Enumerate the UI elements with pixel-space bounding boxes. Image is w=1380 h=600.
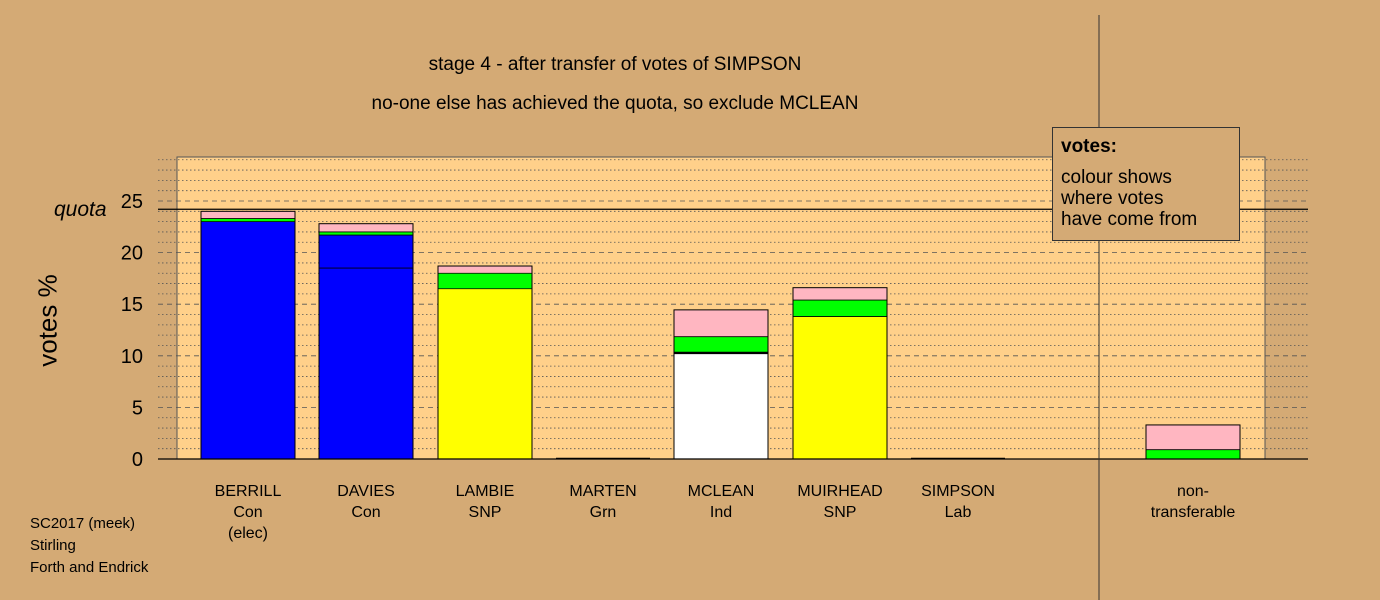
footer: SC2017 (meek) Stirling Forth and Endrick [30,513,148,579]
footer-line: Stirling [30,537,76,554]
y-axis-label: votes % [32,274,63,367]
legend-line: have come from [1061,209,1198,230]
candidate-label: MCLEAN Ind [661,481,781,523]
y-tick-label: 0 [132,449,143,471]
y-tick-label: 25 [121,191,143,213]
y-tick-label: 15 [121,294,143,316]
candidate-label-line: MARTEN [569,483,637,500]
candidate-label-line: BERRILL [214,483,282,500]
bar-segment [438,266,532,274]
bar-segment [793,287,887,301]
chart-subtitle: no-one else has achieved the quota, so e… [371,93,859,114]
candidate-label: MARTEN Grn [543,481,663,523]
footer-line: Forth and Endrick [30,559,149,576]
bar-segment [201,211,295,219]
legend-box: votes: colour shows where votes have com… [1052,127,1240,241]
bar-segment [674,353,768,459]
candidate-label-line: Ind [709,504,733,521]
candidate-label-line: MUIRHEAD [797,483,883,500]
candidate-label-line: Grn [589,504,617,521]
bar-segment [438,288,532,459]
y-tick-label: 20 [121,243,143,265]
chart-title: stage 4 - after transfer of votes of SIM… [428,54,802,75]
candidate-label: LAMBIE SNP [425,481,545,523]
bar-segment [674,352,768,354]
candidate-label: SIMPSON Lab [898,481,1018,523]
candidate-label: BERRILL Con (elec) [188,481,308,544]
candidate-label-line: SNP [468,504,502,521]
bar-segment [201,218,295,222]
bars-group [200,210,1241,460]
legend-line: where votes [1061,188,1164,209]
bar-segment [793,316,887,459]
bar-segment [319,268,413,459]
bar-segment [438,273,532,289]
bar-segment [674,309,768,337]
quota-label: quota [54,198,107,221]
candidate-label-line: LAMBIE [455,483,515,500]
legend-title: votes: [1061,136,1117,157]
candidate-label-line: Con [233,504,263,521]
y-tick-label: 5 [132,397,143,419]
candidate-label-line: transferable [1150,504,1236,521]
candidate-label-line: Lab [944,504,972,521]
candidate-label: MUIRHEAD SNP [780,481,900,523]
bar-segment [793,300,887,317]
candidate-label-line: (elec) [227,525,268,542]
bar-segment [319,231,413,236]
y-tick-label: 10 [121,346,143,368]
bar-segment [319,223,413,232]
bar-segment [1146,449,1240,459]
candidate-label: non-transferable [1133,481,1253,523]
candidate-label-line: Con [351,504,381,521]
bar-segment [201,221,295,459]
legend-line: colour shows [1061,167,1172,188]
bar-segment [1146,424,1240,450]
candidate-label: DAVIES Con [306,481,426,523]
bar-segment [674,336,768,353]
candidate-label-line: SIMPSON [921,483,995,500]
candidate-label-line: non- [1176,483,1210,500]
candidate-label-line: DAVIES [337,483,395,500]
footer-line: SC2017 (meek) [30,515,136,532]
candidate-label-line: MCLEAN [687,483,755,500]
y-tick-labels: 0 5 10 15 20 25 [121,191,143,471]
bar-segment [319,235,413,269]
candidate-label-line: SNP [823,504,857,521]
